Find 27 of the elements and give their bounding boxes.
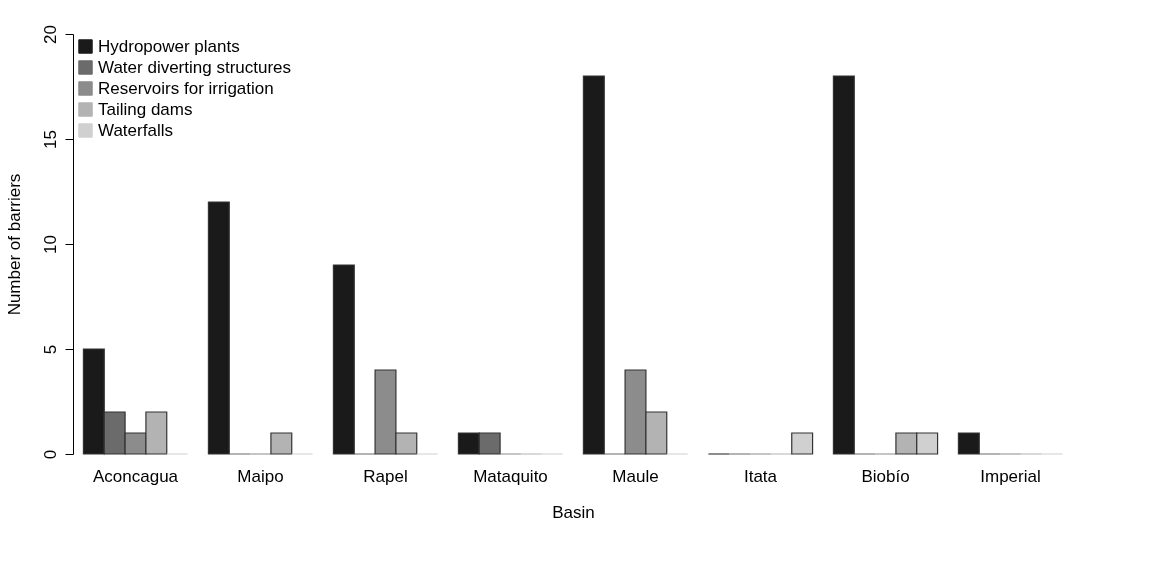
bar bbox=[270, 432, 293, 455]
y-tick-label: 20 bbox=[40, 25, 60, 44]
y-tick-label: 15 bbox=[40, 130, 60, 149]
x-tick-label: Biobío bbox=[861, 466, 910, 486]
y-tick-label: 10 bbox=[40, 235, 60, 254]
x-tick-label: Rapel bbox=[363, 466, 408, 486]
bar bbox=[832, 75, 855, 455]
legend-label: Reservoirs for irrigation bbox=[98, 78, 274, 98]
legend-label: Waterfalls bbox=[98, 120, 173, 140]
bar bbox=[207, 201, 230, 455]
y-axis-title: Number of barriers bbox=[4, 173, 24, 316]
x-tick-label: Imperial bbox=[980, 466, 1041, 486]
bar bbox=[957, 432, 980, 455]
y-tick-label: 5 bbox=[40, 344, 60, 355]
bar bbox=[332, 264, 355, 455]
bar bbox=[582, 75, 605, 455]
x-tick-label: Mataquito bbox=[473, 466, 548, 486]
legend-label: Tailing dams bbox=[98, 99, 193, 119]
x-tick-label: Itata bbox=[743, 466, 778, 486]
legend-label: Water diverting structures bbox=[98, 57, 292, 77]
x-tick-label: Maule bbox=[612, 466, 659, 486]
x-tick-label: Maipo bbox=[237, 466, 284, 486]
x-tick-label: Aconcagua bbox=[92, 466, 179, 486]
y-tick-label: 0 bbox=[40, 449, 60, 460]
legend-label: Hydropower plants bbox=[98, 36, 240, 56]
x-axis-title: Basin bbox=[552, 502, 595, 522]
bar bbox=[791, 432, 814, 455]
